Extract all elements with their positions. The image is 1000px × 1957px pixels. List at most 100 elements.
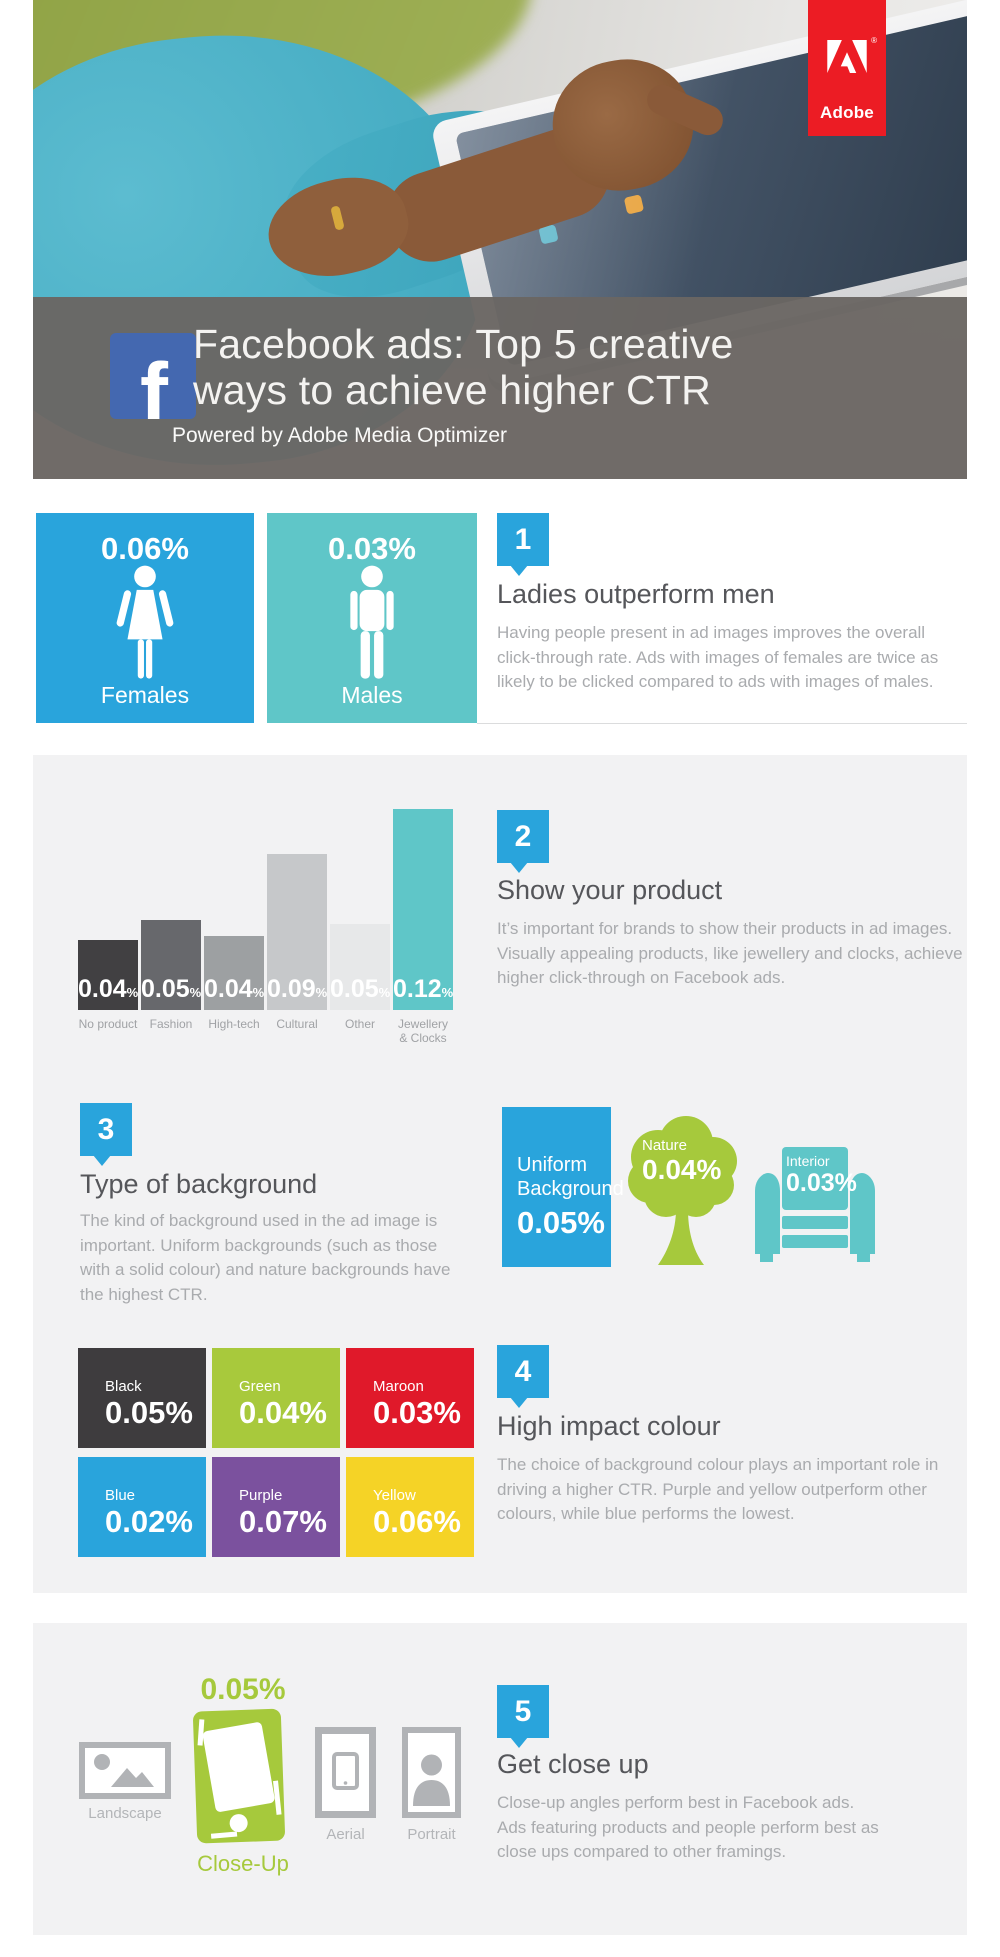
colour-label: Black: [105, 1378, 142, 1395]
colour-label: Maroon: [373, 1378, 424, 1395]
colour-label: Purple: [239, 1487, 283, 1504]
colour-label: Blue: [105, 1487, 136, 1504]
nature-tree-graphic: Nature 0.04%: [616, 1113, 748, 1269]
males-tile: 0.03% Males: [267, 513, 477, 723]
section-5-heading: Get close up: [497, 1749, 649, 1779]
section-4-body: The choice of background colour plays an…: [497, 1455, 939, 1523]
hero-photo: ® Adobe f Facebook ads: Top 5 creative w…: [33, 0, 967, 479]
bar-label-cultural: Cultural: [276, 1017, 318, 1031]
section-3-heading: Type of background: [80, 1169, 318, 1199]
bar-label-no-product: No product: [78, 1017, 138, 1031]
bar-fashion: 0.05%: [141, 920, 201, 1010]
section-5-body: Close-up angles perform best in Facebook…: [497, 1791, 917, 1865]
section-2-heading: Show your product: [497, 875, 723, 905]
section-2-body: It’s important for brands to show their …: [497, 919, 963, 987]
aerial-framing-icon: [315, 1727, 376, 1823]
badge-2: 2: [497, 810, 549, 873]
colour-tile-maroon: Maroon 0.03%: [346, 1348, 474, 1448]
adobe-logo-tab: ® Adobe: [808, 0, 886, 136]
section-1-heading: Ladies outperform men: [497, 579, 775, 609]
section-3-body: The kind of background used in the ad im…: [80, 1211, 451, 1304]
facebook-logo-icon: f: [110, 333, 196, 419]
section-1-gender: 0.06% Females 0.03%: [33, 513, 967, 755]
adobe-wordmark: Adobe: [820, 103, 874, 122]
bar-label-jewellery: Jewellery & Clocks: [397, 1017, 448, 1045]
colour-ctr-value: 0.02%: [105, 1504, 193, 1539]
bar-value: 0.05%: [141, 975, 202, 1003]
interior-ctr-value: 0.03%: [786, 1169, 857, 1197]
page-title-line2: ways to achieve higher CTR: [193, 367, 711, 413]
section-5-body-line2: Ads featuring products and people perfor…: [497, 1817, 879, 1862]
colour-ctr-value: 0.06%: [373, 1504, 461, 1539]
registered-mark: ®: [871, 36, 877, 45]
page-subtitle: Powered by Adobe Media Optimizer: [172, 424, 508, 447]
bar-high-tech: 0.04%: [204, 936, 264, 1010]
colour-tile-purple: Purple 0.07%: [212, 1457, 340, 1557]
app-icon: [623, 194, 645, 215]
colour-ctr-value: 0.04%: [239, 1395, 327, 1430]
closeup-framing-icon: [193, 1706, 290, 1851]
bar-label-high-tech: High-tech: [208, 1017, 260, 1031]
colour-ctr-value: 0.03%: [373, 1395, 461, 1430]
section-4-heading: High impact colour: [497, 1411, 721, 1441]
badge-1: 1: [497, 513, 549, 576]
nature-ctr-value: 0.04%: [642, 1154, 722, 1185]
badge-5: 5: [497, 1685, 549, 1748]
bar-label-other: Other: [344, 1017, 375, 1031]
female-icon: [116, 565, 174, 679]
adobe-a-icon: [827, 40, 867, 73]
closeup-ctr-value: 0.05%: [200, 1673, 286, 1706]
bar-value: 0.04%: [78, 975, 139, 1003]
males-ctr-value: 0.03%: [328, 531, 416, 566]
bar-cultural: 0.09%: [267, 854, 327, 1010]
females-tile: 0.06% Females: [36, 513, 254, 723]
badge-3: 3: [80, 1103, 132, 1166]
males-label: Males: [341, 682, 403, 708]
closeup-label: Close-Up: [197, 1851, 289, 1876]
bar-other: 0.05%: [330, 924, 390, 1010]
title-block: Facebook ads: Top 5 creative ways to ach…: [172, 321, 734, 448]
colour-tile-black: Black 0.05%: [78, 1348, 206, 1448]
colour-ctr-value: 0.07%: [239, 1504, 327, 1539]
bar-value: 0.04%: [204, 975, 265, 1003]
colour-tile-yellow: Yellow 0.06%: [346, 1457, 474, 1557]
colour-tile-green: Green 0.04%: [212, 1348, 340, 1448]
bar-no-product: 0.04%: [78, 940, 138, 1010]
colour-label: Yellow: [373, 1487, 416, 1504]
armchair-icon: [755, 1147, 875, 1262]
portrait-label: Portrait: [407, 1826, 456, 1843]
colour-label: Green: [239, 1378, 281, 1395]
nature-label: Nature: [642, 1137, 688, 1154]
colour-ctr-value: 0.05%: [105, 1395, 193, 1430]
aerial-label: Aerial: [326, 1826, 365, 1843]
section-5-body-line1: Close-up angles perform best in Facebook…: [497, 1793, 855, 1812]
uniform-ctr-value: 0.05%: [517, 1205, 605, 1240]
facebook-f-letter: f: [140, 346, 168, 419]
colour-tile-blue: Blue 0.02%: [78, 1457, 206, 1557]
uniform-background-tile: Uniform Background 0.05%: [502, 1107, 624, 1267]
bar-value: 0.09%: [267, 975, 328, 1003]
bar-value: 0.12%: [393, 975, 454, 1003]
uniform-label-line2: Background: [517, 1178, 624, 1200]
females-ctr-value: 0.06%: [101, 531, 189, 566]
tree-icon: [628, 1116, 737, 1265]
interior-label: Interior: [786, 1153, 830, 1169]
portrait-framing-icon: [402, 1727, 461, 1823]
uniform-label-line1: Uniform: [517, 1154, 588, 1176]
bar-label-fashion: Fashion: [149, 1017, 193, 1031]
section-1-body: Having people present in ad images impro…: [497, 623, 939, 691]
interior-armchair-graphic: Interior 0.03%: [755, 1147, 875, 1268]
badge-4: 4: [497, 1345, 549, 1408]
title-banner: f Facebook ads: Top 5 creative ways to a…: [33, 297, 967, 479]
females-label: Females: [100, 682, 190, 708]
landscape-framing-icon: [79, 1742, 171, 1804]
bar-value: 0.05%: [330, 975, 391, 1003]
bar-jewellery-clocks: 0.12%: [393, 809, 453, 1010]
section-5-panel: 0.05% Landscape Close-Up: [33, 1623, 967, 1935]
landscape-label: Landscape: [88, 1805, 162, 1822]
sections-2-4-panel: 0.04% 0.05% 0.04% 0.09% 0.05% 0.12% No p…: [33, 755, 967, 1593]
divider-line: [477, 723, 967, 724]
male-icon: [350, 565, 394, 679]
page-title-line1: Facebook ads: Top 5 creative: [193, 321, 734, 367]
